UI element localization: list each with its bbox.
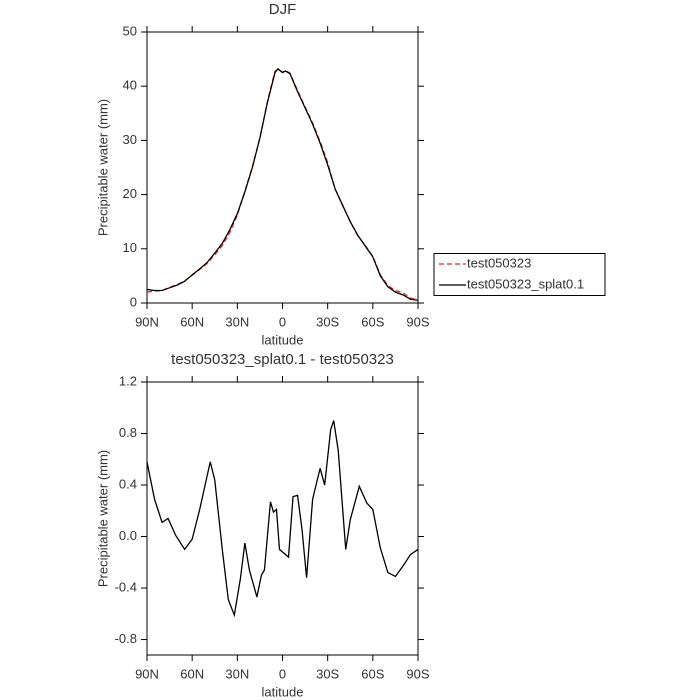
y-tick-label: 0.8 xyxy=(119,425,137,440)
y-tick-label: -0.8 xyxy=(115,631,137,646)
chart-title: test050323_splat0.1 - test050323 xyxy=(171,351,394,368)
x-axis-label: latitude xyxy=(262,332,304,347)
x-tick-label: 90S xyxy=(406,314,429,329)
x-tick-label: 0 xyxy=(279,666,286,681)
x-tick-label: 60N xyxy=(180,314,204,329)
legend-label: test050323_splat0.1 xyxy=(467,276,584,291)
x-tick-label: 90N xyxy=(135,314,159,329)
y-tick-label: -0.4 xyxy=(115,579,137,594)
y-tick-label: 0.0 xyxy=(119,528,137,543)
legend-label: test050323 xyxy=(467,255,531,270)
x-tick-label: 30N xyxy=(225,666,249,681)
x-tick-label: 60N xyxy=(180,666,204,681)
x-tick-label: 30S xyxy=(316,314,339,329)
y-axis-label: Precipitable water (mm) xyxy=(95,99,110,236)
x-axis-label: latitude xyxy=(262,684,304,699)
data-line xyxy=(146,69,419,301)
y-tick-label: 30 xyxy=(123,132,137,147)
y-tick-label: 20 xyxy=(123,186,137,201)
x-tick-label: 30N xyxy=(225,314,249,329)
y-tick-label: 10 xyxy=(123,240,137,255)
y-tick-label: 0 xyxy=(130,294,137,309)
y-axis-label: Precipitable water (mm) xyxy=(95,450,110,587)
data-line xyxy=(146,67,419,301)
y-tick-label: 1.2 xyxy=(119,373,137,388)
chart-title: DJF xyxy=(269,1,297,18)
y-tick-label: 50 xyxy=(123,23,137,38)
y-tick-label: 40 xyxy=(123,78,137,93)
y-tick-label: 0.4 xyxy=(119,476,137,491)
legend-box xyxy=(433,253,606,296)
x-tick-label: 90N xyxy=(135,666,159,681)
data-line xyxy=(146,420,419,618)
x-tick-label: 90S xyxy=(406,666,429,681)
x-tick-label: 60S xyxy=(361,666,384,681)
x-tick-label: 0 xyxy=(279,314,286,329)
x-tick-label: 60S xyxy=(361,314,384,329)
x-tick-label: 30S xyxy=(316,666,339,681)
plot-frame xyxy=(146,381,419,656)
